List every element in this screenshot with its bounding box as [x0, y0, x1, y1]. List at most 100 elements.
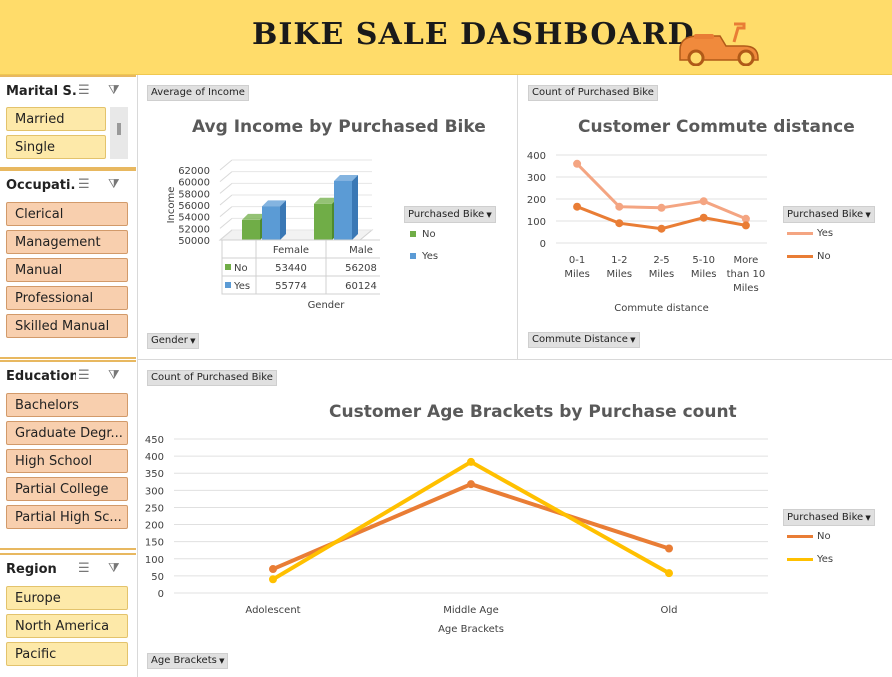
slicer-item-partial-college[interactable]: Partial College [6, 477, 128, 501]
x-tick-label: 0-1 [569, 255, 585, 266]
chart-title: Avg Income by Purchased Bike [192, 117, 486, 137]
slicer-item-married[interactable]: Married [6, 107, 106, 131]
multi-select-icon[interactable]: ☰ [78, 561, 90, 576]
slicer-item-high-school[interactable]: High School [6, 449, 128, 473]
table-row-label: No [234, 263, 248, 274]
slicer-title: Region [6, 562, 57, 577]
data-point [699, 213, 708, 222]
x-axis-title: Gender [308, 300, 346, 311]
axis-field-button[interactable]: Gender [147, 333, 200, 349]
table-legend-key [225, 282, 231, 288]
table-cell [221, 239, 257, 259]
legend-item-yes: Yes [787, 228, 833, 239]
dashboard-header: BIKE SALE DASHBOARD [0, 0, 892, 75]
clear-filter-icon[interactable]: ⧩ [108, 83, 120, 98]
data-point [657, 224, 666, 233]
x-tick-label: Middle Age [443, 605, 499, 616]
slicer-marital-status: Marital S... ☰ ⧩ Married Single [0, 75, 136, 169]
data-point [269, 565, 277, 574]
y-tick-label: 300 [145, 486, 164, 497]
data-point [665, 544, 673, 553]
table-value: 55774 [275, 281, 307, 292]
slicer-item-graduate-degree[interactable]: Graduate Degr... [6, 421, 128, 445]
multi-select-icon[interactable]: ☰ [78, 368, 90, 383]
slicer-item-bachelors[interactable]: Bachelors [6, 393, 128, 417]
series-line [272, 482, 670, 571]
data-point [573, 202, 582, 211]
data-point [615, 219, 624, 228]
value-field-button[interactable]: Average of Income [147, 85, 249, 101]
multi-select-icon[interactable]: ☰ [78, 83, 90, 98]
bar [334, 180, 352, 240]
slicer-education: Education ☰ ⧩ Bachelors Graduate Degr...… [0, 360, 136, 550]
clear-filter-icon[interactable]: ⧩ [108, 561, 120, 576]
legend-filter-button[interactable]: Purchased Bike [783, 509, 875, 526]
slicer-scrollbar[interactable] [110, 107, 128, 159]
slicer-item-skilled-manual[interactable]: Skilled Manual [6, 314, 128, 338]
y-axis-title: Income [166, 187, 177, 224]
table-cell [325, 275, 380, 295]
slicer-title: Education [6, 369, 76, 384]
multi-select-icon[interactable]: ☰ [78, 177, 90, 192]
legend-item-yes: Yes [410, 251, 438, 262]
slicer-item-europe[interactable]: Europe [6, 586, 128, 610]
bar-top [314, 197, 338, 204]
legend-item-no: No [787, 531, 831, 542]
slicer-item-professional[interactable]: Professional [6, 286, 128, 310]
panel-divider [517, 75, 518, 359]
slicer-item-clerical[interactable]: Clerical [6, 202, 128, 226]
axis-field-button[interactable]: Commute Distance [528, 332, 640, 348]
slicer-title: Marital S... [6, 84, 76, 99]
slicer-item-single[interactable]: Single [6, 135, 106, 159]
slicer-item-partial-high-school[interactable]: Partial High Sc... [6, 505, 128, 529]
gridline [219, 182, 233, 194]
y-tick-label: 54000 [178, 213, 210, 224]
axis-field-button[interactable]: Age Brackets [147, 653, 229, 669]
x-axis-title: Commute distance [614, 303, 709, 314]
data-point [467, 480, 475, 489]
data-point [615, 202, 624, 211]
y-tick-label: 52000 [178, 224, 210, 235]
y-tick-label: 0 [158, 589, 164, 600]
bar [314, 203, 332, 240]
x-tick-label: Old [661, 605, 678, 616]
chart-title: Customer Commute distance [578, 117, 855, 137]
slicer-item-north-america[interactable]: North America [6, 614, 128, 638]
y-tick-label: 350 [145, 469, 164, 480]
bar-top [334, 174, 358, 181]
bar [262, 206, 280, 240]
table-value: 60124 [345, 281, 377, 292]
chart-title: Customer Age Brackets by Purchase count [329, 402, 737, 422]
commute-line-chart: 400 300 200 100 0 0-1 Miles 1-2 Miles 2-5 Miles 5-1… [527, 151, 767, 314]
clear-filter-icon[interactable]: ⧩ [108, 177, 120, 192]
table-value: 56208 [345, 263, 377, 274]
slicer-item-management[interactable]: Management [6, 230, 128, 254]
bar-side [280, 200, 286, 240]
y-tick-label: 400 [145, 452, 164, 463]
y-tick-label: 300 [527, 173, 546, 184]
slicer-item-pacific[interactable]: Pacific [6, 642, 128, 666]
data-point [741, 221, 750, 230]
x-tick-label: Miles [607, 269, 633, 280]
legend-filter-button[interactable]: Purchased Bike [783, 206, 875, 223]
slicer-item-manual[interactable]: Manual [6, 258, 128, 282]
x-tick-label: Male [349, 245, 373, 256]
data-point [573, 159, 582, 168]
bar-top [242, 213, 266, 220]
data-point [657, 203, 666, 212]
gridline [219, 217, 233, 229]
gridline [219, 171, 233, 183]
slicer-region: Region ☰ ⧩ Europe North America Pacific [0, 553, 136, 677]
data-point [467, 457, 475, 466]
value-field-button[interactable]: Count of Purchased Bike [147, 370, 277, 386]
value-field-button[interactable]: Count of Purchased Bike [528, 85, 658, 101]
y-tick-label: 50 [151, 572, 164, 583]
panel-divider [137, 75, 138, 677]
legend-filter-button[interactable]: Purchased Bike [404, 206, 496, 223]
x-tick-label: 1-2 [611, 255, 627, 266]
gridline [219, 194, 233, 206]
x-tick-label: than 10 [727, 269, 766, 280]
x-tick-label: Female [273, 245, 309, 256]
clear-filter-icon[interactable]: ⧩ [108, 368, 120, 383]
